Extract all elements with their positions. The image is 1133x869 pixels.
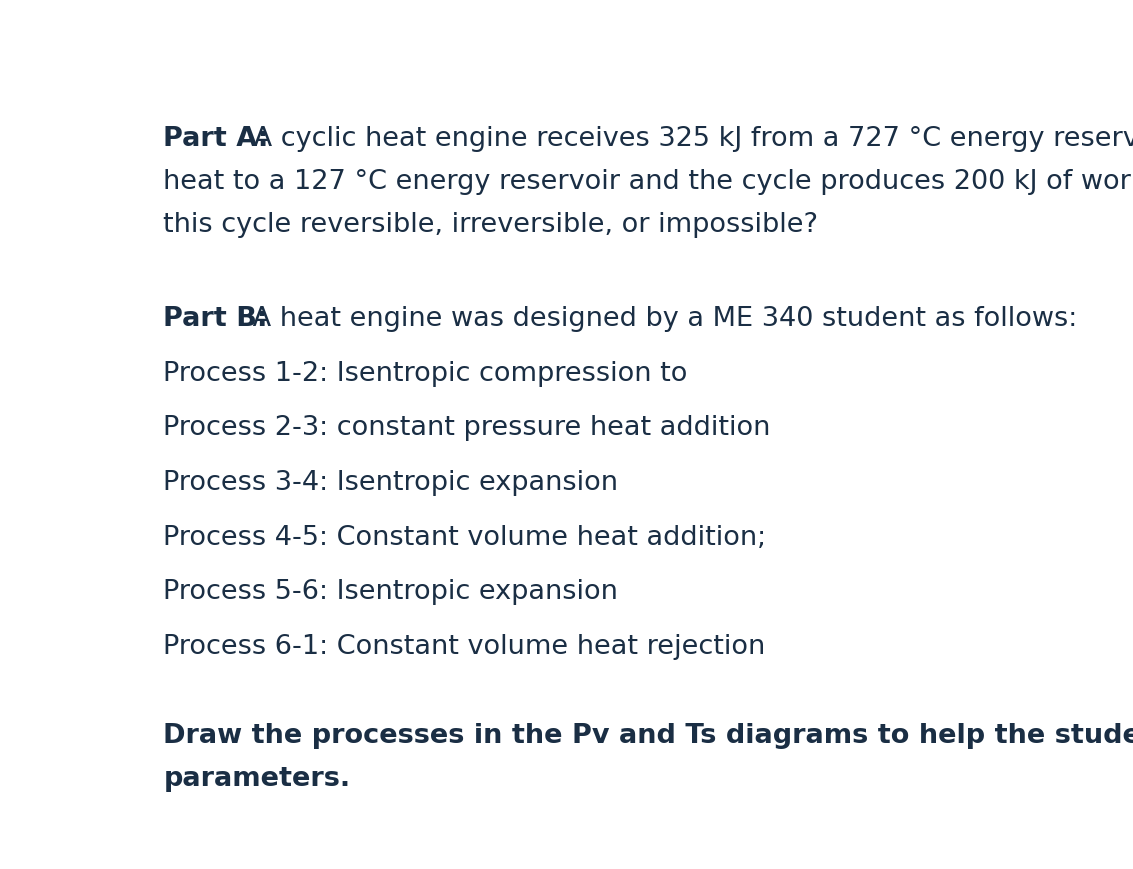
Text: Process 4-5: Constant volume heat addition;: Process 4-5: Constant volume heat additi… (163, 525, 766, 551)
Text: Process 6-1: Constant volume heat rejection: Process 6-1: Constant volume heat reject… (163, 634, 766, 660)
Text: Process 5-6: Isentropic expansion: Process 5-6: Isentropic expansion (163, 580, 619, 606)
Text: parameters.: parameters. (163, 766, 350, 793)
Text: Draw the processes in the Pv and Ts diagrams to help the student solve the cycle: Draw the processes in the Pv and Ts diag… (163, 723, 1133, 749)
Text: A cyclic heat engine receives 325 kJ from a 727 °C energy reservoir. It rejects: A cyclic heat engine receives 325 kJ fro… (245, 126, 1133, 152)
Text: Process 2-3: constant pressure heat addition: Process 2-3: constant pressure heat addi… (163, 415, 770, 441)
Text: this cycle reversible, irreversible, or impossible?: this cycle reversible, irreversible, or … (163, 212, 818, 238)
Text: Part A:: Part A: (163, 126, 269, 152)
Text: Part B:: Part B: (163, 306, 267, 332)
Text: heat to a 127 °C energy reservoir and the cycle produces 200 kJ of work as outpu: heat to a 127 °C energy reservoir and th… (163, 169, 1133, 195)
Text: Process 3-4: Isentropic expansion: Process 3-4: Isentropic expansion (163, 470, 619, 496)
Text: A heat engine was designed by a ME 340 student as follows:: A heat engine was designed by a ME 340 s… (245, 306, 1077, 332)
Text: Process 1-2: Isentropic compression to: Process 1-2: Isentropic compression to (163, 361, 688, 387)
